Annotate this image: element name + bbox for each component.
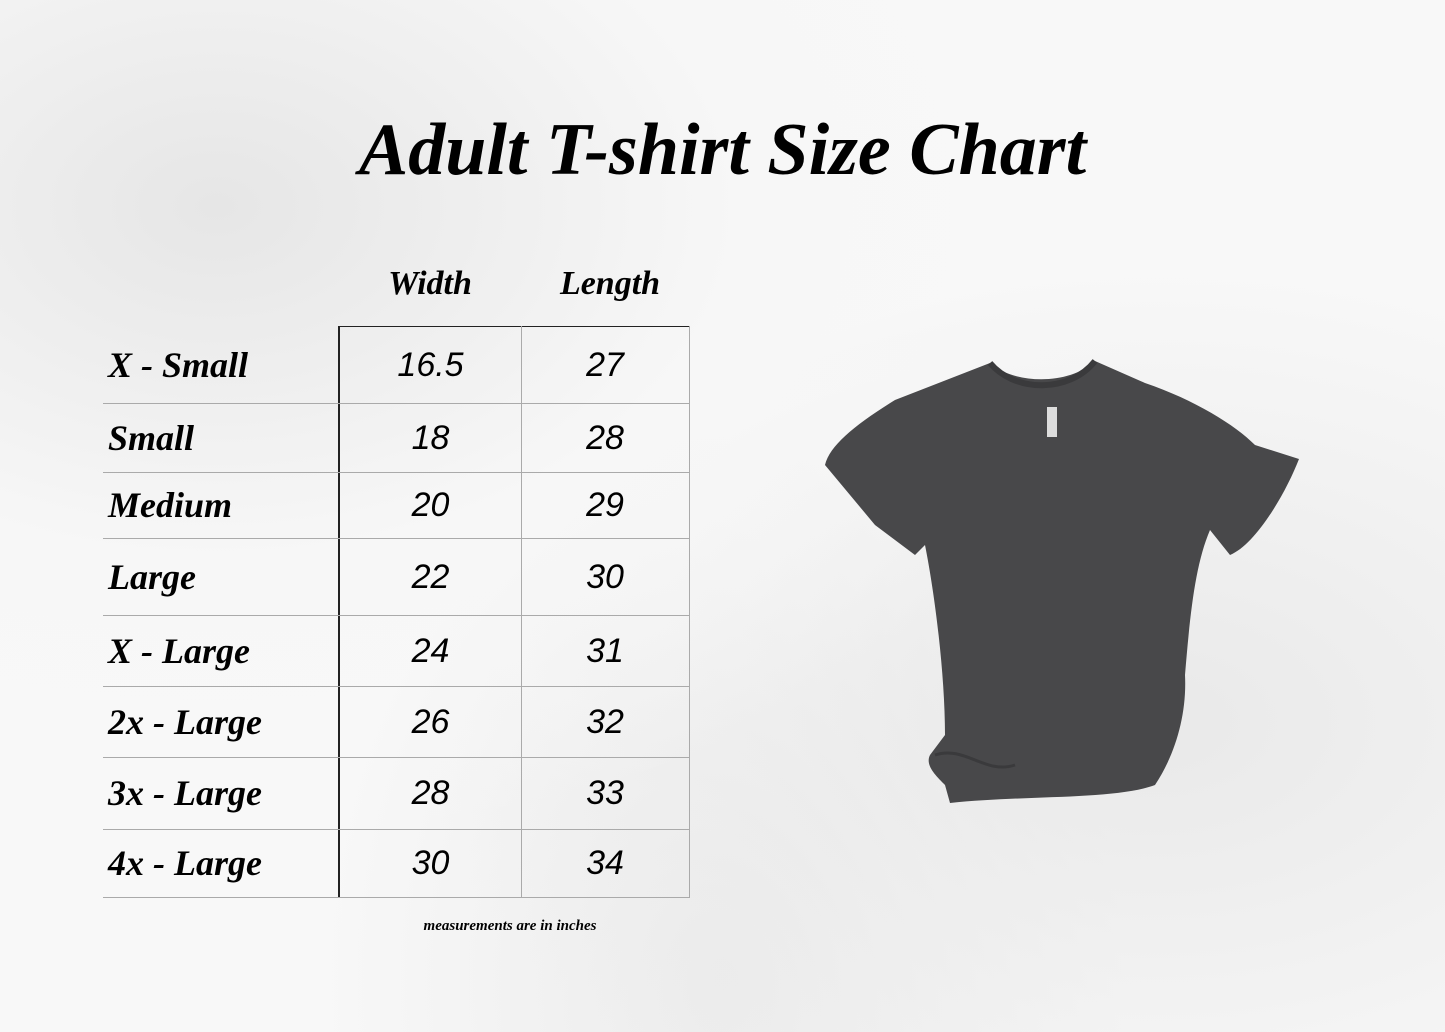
measurement-note: measurements are in inches (423, 918, 597, 934)
width-value: 18 (411, 418, 450, 457)
size-label: 2x - Large (108, 701, 262, 742)
width-value: 26 (411, 702, 450, 741)
row-divider (103, 757, 690, 758)
size-label: 4x - Large (108, 843, 262, 883)
width-value: 22 (411, 557, 450, 596)
length-value: 33 (586, 774, 624, 812)
table-left-border (338, 326, 340, 897)
row-divider (103, 403, 690, 404)
length-value: 28 (586, 418, 624, 457)
table-right-border (689, 326, 690, 897)
row-divider (103, 615, 690, 616)
page-title: Adult T-shirt Size Chart (358, 109, 1087, 191)
width-value: 30 (411, 844, 450, 882)
column-header-length: Length (559, 265, 661, 302)
column-header-width: Width (388, 265, 472, 302)
length-value: 29 (586, 486, 624, 524)
width-value: 24 (411, 631, 450, 670)
size-label: 3x - Large (108, 773, 262, 813)
column-divider (521, 326, 522, 897)
width-value: 16.5 (397, 345, 464, 384)
width-value: 28 (411, 774, 450, 812)
size-label: Large (108, 556, 196, 597)
row-divider (103, 897, 690, 898)
size-label: X - Large (108, 630, 250, 671)
length-value: 32 (586, 702, 624, 741)
width-value: 20 (411, 486, 450, 524)
row-divider (103, 472, 690, 473)
length-value: 34 (586, 844, 624, 882)
length-value: 27 (586, 345, 624, 384)
table-top-border (338, 326, 690, 327)
size-label: Medium (108, 485, 233, 525)
row-divider (103, 686, 690, 687)
length-value: 30 (586, 557, 624, 596)
row-divider (103, 538, 690, 539)
row-divider (103, 829, 690, 830)
size-label: X - Small (108, 344, 249, 385)
length-value: 31 (586, 631, 624, 670)
size-label: Small (108, 417, 195, 458)
tshirt-image (825, 359, 1299, 803)
